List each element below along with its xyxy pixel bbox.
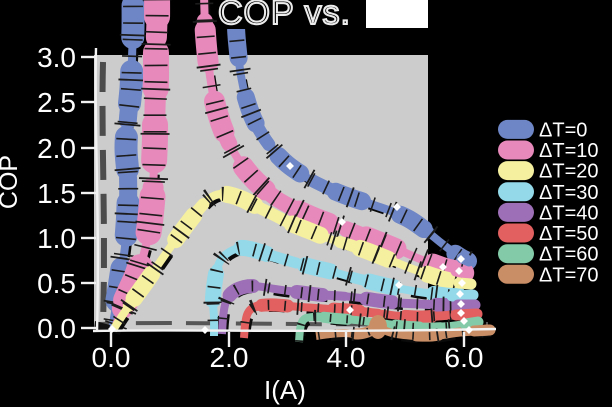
svg-text:I(A): I(A) bbox=[264, 375, 306, 405]
svg-text:3.0: 3.0 bbox=[37, 42, 76, 73]
svg-text:0.5: 0.5 bbox=[37, 268, 76, 299]
svg-text:ΔT=40: ΔT=40 bbox=[539, 202, 599, 224]
svg-text:0.0: 0.0 bbox=[37, 313, 76, 344]
svg-text:ΔT=10: ΔT=10 bbox=[539, 140, 599, 162]
svg-text:ΔT=0: ΔT=0 bbox=[539, 119, 587, 141]
svg-text:ΔT=50: ΔT=50 bbox=[539, 223, 599, 245]
svg-text:COP: COP bbox=[0, 155, 23, 209]
svg-text:1.0: 1.0 bbox=[37, 223, 76, 254]
svg-text:2.5: 2.5 bbox=[37, 87, 76, 118]
svg-text:2.0: 2.0 bbox=[37, 133, 76, 164]
svg-text:ΔT=30: ΔT=30 bbox=[539, 182, 599, 204]
svg-text:6.0: 6.0 bbox=[445, 342, 484, 373]
svg-text:0.0: 0.0 bbox=[92, 342, 131, 373]
svg-text:COP vs.: COP vs. bbox=[218, 0, 351, 32]
svg-text:ΔT=70: ΔT=70 bbox=[539, 264, 599, 286]
svg-text:ΔT=60: ΔT=60 bbox=[539, 244, 599, 266]
svg-text:1.5: 1.5 bbox=[37, 178, 76, 209]
svg-text:4.0: 4.0 bbox=[327, 342, 366, 373]
svg-text:ΔT=20: ΔT=20 bbox=[539, 161, 599, 183]
svg-text:2.0: 2.0 bbox=[210, 342, 249, 373]
